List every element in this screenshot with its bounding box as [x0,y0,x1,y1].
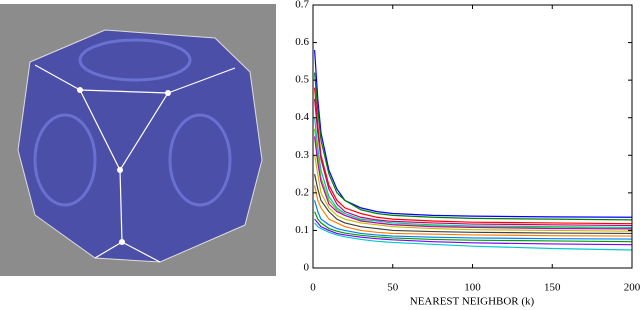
series-line [314,218,633,246]
y-tick-label: 0.1 [295,224,309,236]
skeleton-nodes [77,87,171,245]
x-tick-label: 0 [310,282,316,294]
skeleton-lines [34,64,236,263]
x-axis-label: NEAREST NEIGHBOR (k) [410,296,535,308]
y-tick-label: 0.7 [295,0,309,11]
x-tick-label: 100 [464,282,481,294]
series-line [313,98,633,227]
shape-ridge [33,113,97,207]
series-line [313,136,633,230]
y-tick-label: 0.4 [295,111,309,123]
series-line [314,222,633,251]
series-line [314,185,633,237]
y-tick-label: 0 [304,262,310,274]
y-tick-label: 0.5 [295,74,309,86]
series-line [313,50,633,218]
y-tick-label: 0.2 [295,186,309,198]
shape-ridge [78,38,192,82]
series-line [314,173,633,235]
series-line [313,72,633,221]
series-line [313,117,633,229]
series-line [314,200,633,240]
x-tick-label: 200 [624,282,640,294]
shape-ridge [168,113,232,207]
series-line [314,155,633,232]
render-image [0,4,276,276]
line-chart: NEAREST NEIGHBOR (k) 0 0.1 0.2 0.3 0.4 0.5 0.6… [295,0,640,308]
voxel-shape [17,29,263,263]
y-tick-label: 0.3 [295,149,309,161]
x-tick-label: 150 [544,282,561,294]
series-line [314,211,633,243]
series-line [313,87,633,225]
x-tick-label: 50 [387,282,399,294]
y-tick-label: 0.6 [295,36,309,48]
